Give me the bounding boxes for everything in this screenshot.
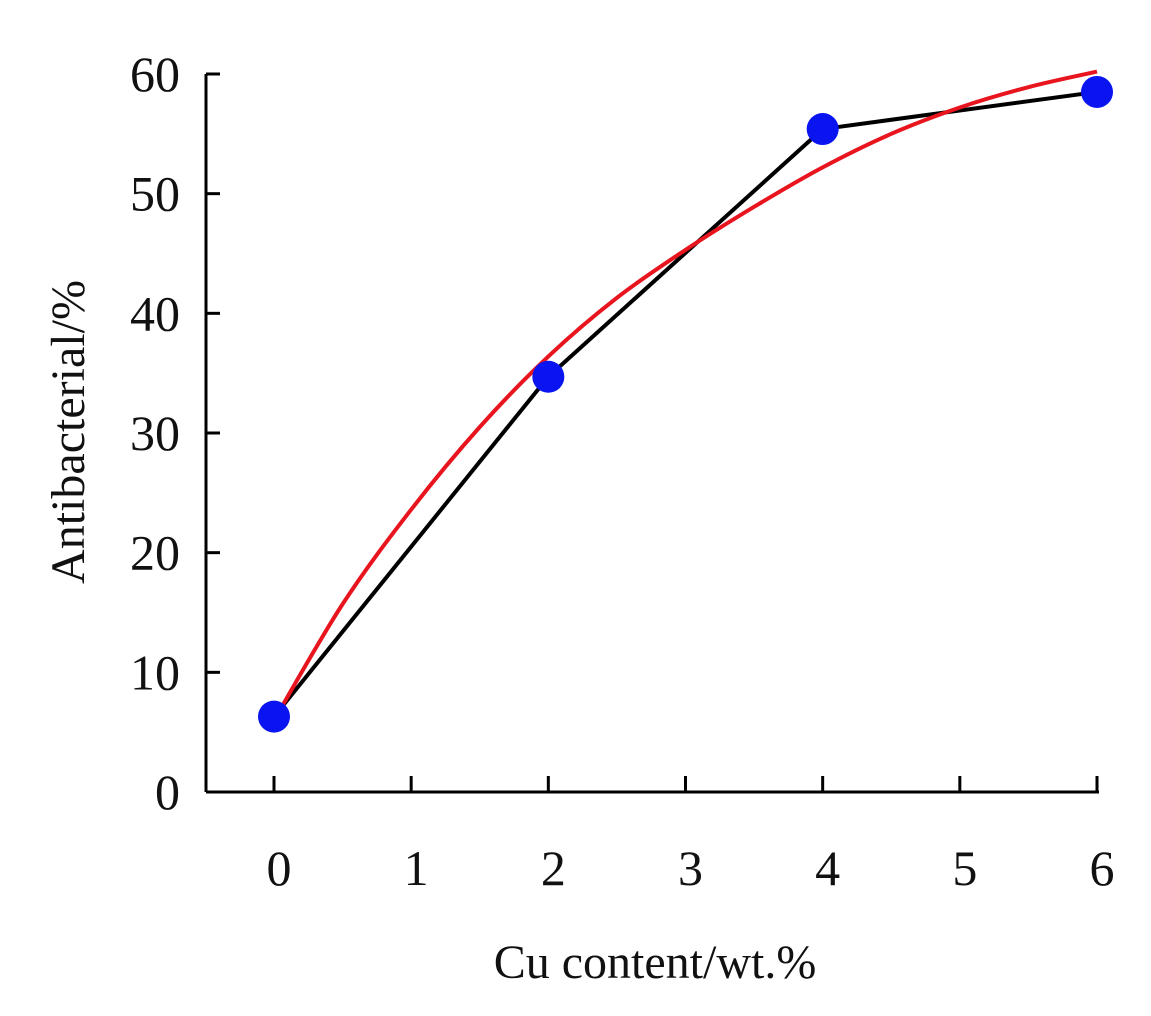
y-tick-label: 20 <box>130 525 180 581</box>
x-tick-label: 6 <box>1090 840 1115 896</box>
y-tick-label: 30 <box>130 405 180 461</box>
data-point <box>258 700 290 733</box>
y-tick-label: 10 <box>130 644 180 700</box>
x-ticks: 0 1 2 3 4 5 6 <box>267 776 1115 896</box>
y-ticks: 0 10 20 30 40 50 60 <box>130 46 220 820</box>
data-point <box>532 360 565 393</box>
plot-area: 0 10 20 30 40 50 60 0 1 2 3 4 5 6 <box>130 46 1115 896</box>
y-tick-label: 50 <box>130 166 180 222</box>
x-tick-label: 2 <box>541 840 566 896</box>
y-tick-label: 40 <box>130 285 180 341</box>
x-tick-label: 1 <box>404 840 429 896</box>
fit-curve <box>272 69 1098 722</box>
x-tick-label: 5 <box>952 840 977 896</box>
y-axis-title: Antibacterial/% <box>42 280 95 584</box>
y-tick-label: 0 <box>155 764 180 820</box>
series-layer <box>258 69 1113 733</box>
data-point <box>1081 75 1113 108</box>
data-point <box>806 113 839 146</box>
y-tick-label: 60 <box>130 46 180 102</box>
data-line <box>272 89 1098 718</box>
x-tick-label: 4 <box>815 840 840 896</box>
x-axis-title: Cu content/wt.% <box>494 936 817 989</box>
x-tick-label: 3 <box>678 840 703 896</box>
x-tick-label: 0 <box>267 840 292 896</box>
